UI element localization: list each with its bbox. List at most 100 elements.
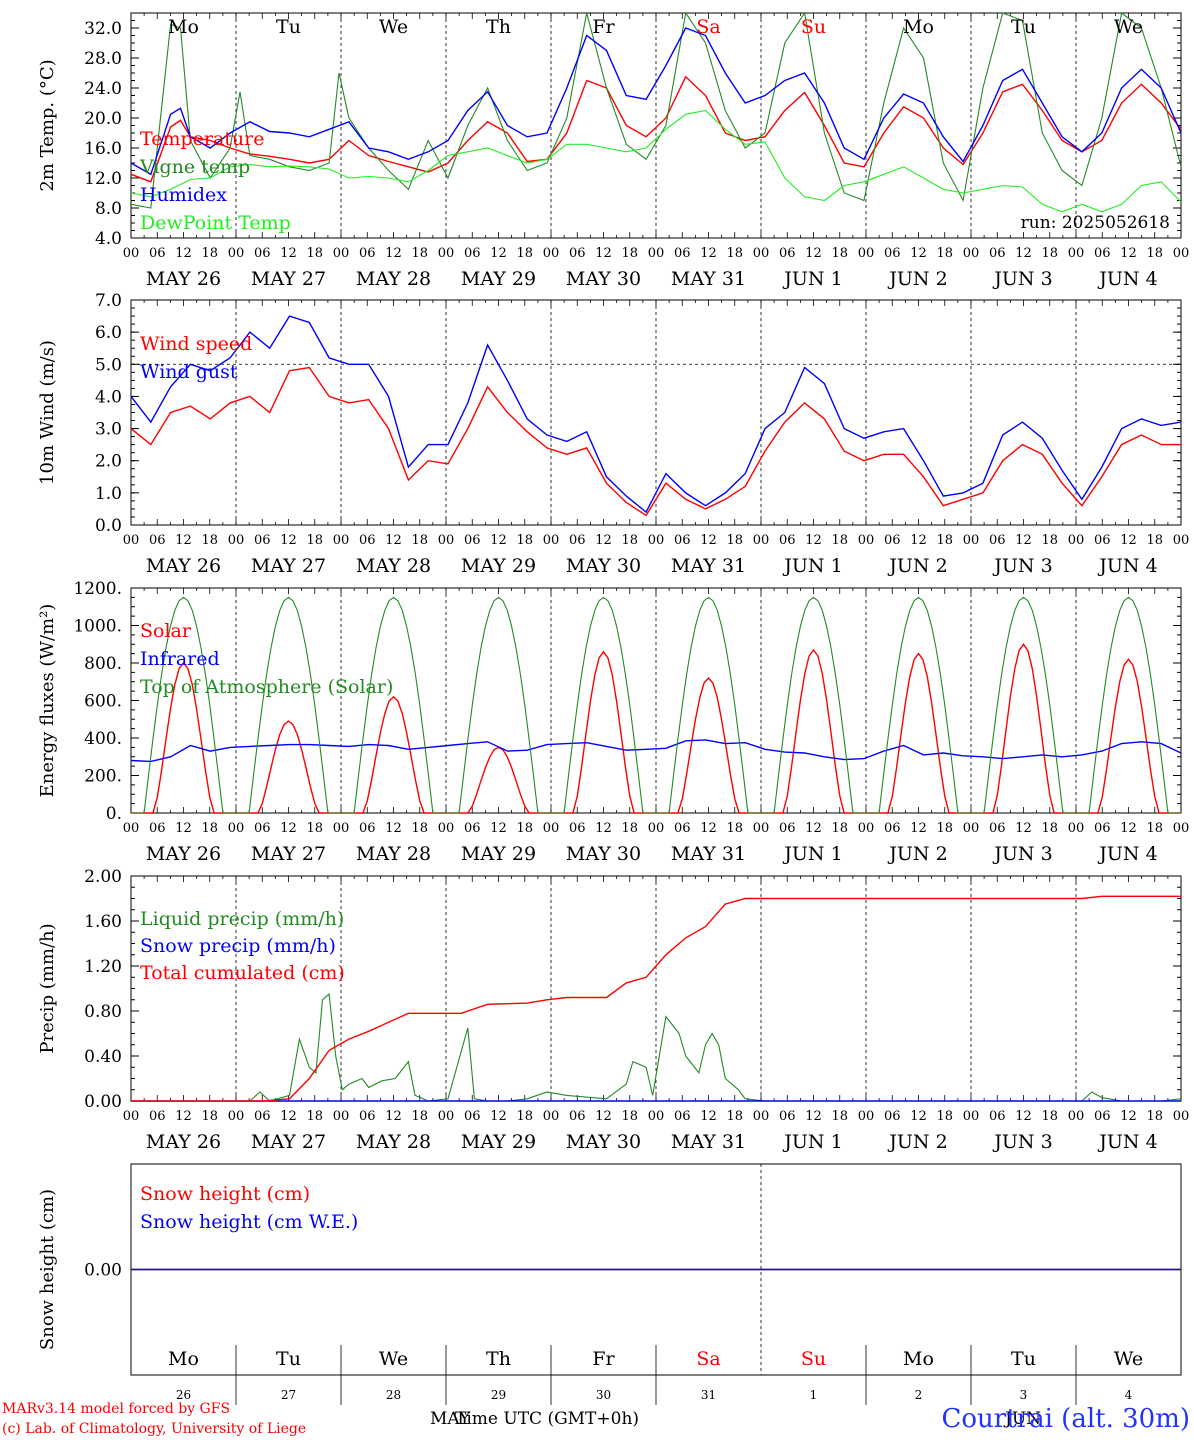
hour-tick-label: 18 (936, 533, 953, 548)
hour-tick-label: 18 (1146, 246, 1163, 261)
hour-tick-label: 06 (569, 821, 586, 836)
hour-tick-label: 00 (543, 821, 560, 836)
series-line-liquid-precip-mm-h- (131, 992, 1182, 1102)
day-label: MAY 28 (356, 555, 431, 577)
hour-tick-label: 12 (595, 821, 612, 836)
model-credit-line2: (c) Lab. of Climatology, University of L… (2, 1421, 306, 1437)
plot-frame (130, 12, 1182, 239)
hour-tick-label: 06 (464, 533, 481, 548)
hour-tick-label: 06 (254, 821, 271, 836)
hour-tick-label: 18 (201, 1109, 218, 1124)
hour-tick-label: 18 (621, 1109, 638, 1124)
legend-entry: Infrared (140, 648, 220, 670)
hour-tick-label: 06 (149, 821, 166, 836)
weekday-label: Fr (592, 16, 615, 38)
day-label: MAY 30 (566, 268, 641, 290)
hour-tick-label: 12 (700, 533, 717, 548)
hour-tick-label: 06 (884, 821, 901, 836)
y-axis-label: 2m Temp. (°C) (37, 59, 58, 191)
day-label: JUN 4 (1097, 555, 1157, 577)
hour-tick-label: 06 (674, 533, 691, 548)
day-label: MAY 27 (251, 1131, 326, 1153)
series-line-humidex (130, 27, 1182, 176)
hour-tick-label: 00 (333, 821, 350, 836)
y-tick-label: 24.0 (84, 79, 122, 99)
day-label: MAY 31 (671, 843, 746, 865)
y-tick-label: 0.40 (84, 1047, 122, 1067)
y-tick-label: 4.0 (95, 229, 122, 249)
hour-tick-label: 12 (910, 246, 927, 261)
y-tick-label: 4.0 (95, 387, 122, 407)
y-tick-label: 1.60 (84, 912, 122, 932)
hour-tick-label: 18 (306, 246, 323, 261)
hour-tick-label: 12 (805, 246, 822, 261)
hour-tick-label: 00 (753, 246, 770, 261)
bottom-date-label: 27 (281, 1388, 296, 1402)
series-line-temperature (130, 75, 1182, 183)
day-label: MAY 26 (146, 268, 221, 290)
hour-tick-label: 00 (1068, 1109, 1085, 1124)
hour-tick-label: 18 (831, 821, 848, 836)
hour-tick-label: 18 (831, 246, 848, 261)
hour-tick-label: 00 (228, 1109, 245, 1124)
hour-tick-label: 18 (306, 1109, 323, 1124)
hour-tick-label: 18 (411, 246, 428, 261)
hour-tick-label: 00 (648, 533, 665, 548)
hour-tick-label: 18 (201, 246, 218, 261)
hour-tick-label: 18 (306, 821, 323, 836)
legend-entry: Wind speed (140, 333, 252, 355)
bottom-date-label: 29 (491, 1388, 506, 1402)
hour-tick-label: 18 (1146, 533, 1163, 548)
hour-tick-label: 18 (516, 1109, 533, 1124)
hour-tick-label: 00 (123, 246, 140, 261)
hour-tick-label: 18 (1146, 1109, 1163, 1124)
hour-tick-label: 12 (175, 246, 192, 261)
hour-tick-label: 18 (516, 821, 533, 836)
hour-tick-label: 06 (674, 821, 691, 836)
y-tick-label: 1.0 (95, 484, 122, 504)
series-line-dewpoint-temp (130, 109, 1182, 213)
hour-tick-label: 12 (805, 533, 822, 548)
hour-tick-label: 18 (726, 821, 743, 836)
hour-tick-label: 00 (333, 1109, 350, 1124)
hour-tick-label: 00 (543, 533, 560, 548)
weekday-label: Sa (696, 16, 720, 38)
hour-tick-label: 00 (333, 533, 350, 548)
hour-tick-label: 12 (280, 821, 297, 836)
y-tick-label: 0. (106, 804, 122, 824)
hour-tick-label: 00 (1068, 533, 1085, 548)
hour-tick-label: 12 (1015, 533, 1032, 548)
y-tick-label: 12.0 (84, 169, 122, 189)
hour-tick-label: 00 (963, 533, 980, 548)
run-label: run: 2025052618 (1021, 213, 1170, 233)
hour-tick-label: 18 (201, 821, 218, 836)
y-tick-label: 20.0 (84, 109, 122, 129)
day-label: MAY 29 (461, 268, 536, 290)
hour-tick-label: 06 (464, 246, 481, 261)
legend-entry: Liquid precip (mm/h) (140, 908, 344, 930)
hour-tick-label: 06 (989, 1109, 1006, 1124)
day-label: MAY 29 (461, 1131, 536, 1153)
hour-tick-label: 12 (805, 821, 822, 836)
day-label: JUN 4 (1097, 1131, 1157, 1153)
series-line-wind-gust (130, 315, 1182, 514)
bottom-month-jun: JUN (1003, 1409, 1041, 1429)
day-label: MAY 31 (671, 1131, 746, 1153)
day-label: MAY 28 (356, 1131, 431, 1153)
y-tick-label: 800. (84, 654, 122, 674)
chart-panel-0: 00 06 12 18 00 06 12 18 00 06 12 18 00 06 12 18 00 06 12 18… (37, 11, 1189, 290)
y-tick-label: 200. (84, 767, 122, 787)
hour-tick-label: 18 (411, 821, 428, 836)
hour-tick-label: 06 (359, 1109, 376, 1124)
day-label: JUN 1 (782, 1131, 842, 1153)
weekday-label: Su (801, 16, 826, 38)
day-label: MAY 26 (146, 1131, 221, 1153)
hour-tick-label: 18 (1041, 821, 1058, 836)
hour-tick-label: 00 (963, 246, 980, 261)
series-line-top-of-atmosphere-solar- (131, 596, 1181, 814)
hour-tick-label: 00 (858, 1109, 875, 1124)
hour-tick-label: 00 (543, 1109, 560, 1124)
hour-tick-label: 12 (700, 821, 717, 836)
bottom-month-may: MAY (430, 1409, 471, 1429)
